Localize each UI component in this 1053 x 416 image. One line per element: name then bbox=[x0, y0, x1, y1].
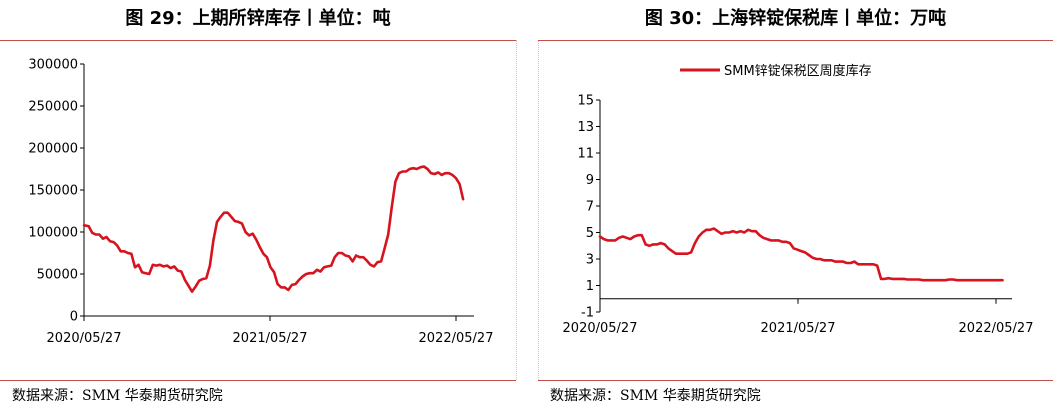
y-tick-label: 7 bbox=[586, 200, 594, 215]
x-tick-label: 2022/05/27 bbox=[419, 331, 494, 346]
right-chart-panel: 图 30：上海锌锭保税库丨单位：万吨 -1 1 3 5 7 9 11 13 15 2020/05/… bbox=[538, 0, 1053, 416]
right-title-divider bbox=[538, 40, 1053, 41]
left-chart-title: 图 29：上期所锌库存丨单位：吨 bbox=[125, 8, 391, 29]
y-tick-label: 300000 bbox=[28, 58, 78, 73]
y-tick-label: 50000 bbox=[37, 268, 78, 283]
y-tick-label: -1 bbox=[581, 306, 594, 321]
x-tick-label: 2021/05/27 bbox=[761, 321, 836, 336]
y-tick-label: 15 bbox=[577, 94, 594, 109]
y-tick-label: 200000 bbox=[28, 142, 78, 157]
y-tick-label: 100000 bbox=[28, 226, 78, 241]
y-tick-label: 150000 bbox=[28, 184, 78, 199]
y-tick-label: 3 bbox=[586, 253, 594, 268]
y-tick-label: 11 bbox=[577, 147, 594, 162]
legend-label: SMM锌锭保税区周度库存 bbox=[724, 63, 872, 79]
x-tick-label: 2020/05/27 bbox=[563, 321, 638, 336]
left-source-divider bbox=[0, 380, 516, 381]
left-source-note: 数据来源：SMM 华泰期货研究院 bbox=[12, 388, 223, 404]
y-tick-label: 13 bbox=[577, 120, 594, 135]
series-line bbox=[82, 165, 465, 293]
left-title-divider bbox=[0, 40, 516, 41]
y-tick-label: 5 bbox=[586, 226, 594, 241]
series-line bbox=[598, 227, 1004, 282]
right-panel-border bbox=[538, 40, 539, 380]
x-tick-label: 2020/05/27 bbox=[47, 331, 122, 346]
left-panel-border bbox=[516, 40, 517, 380]
left-chart-panel: 图 29：上期所锌库存丨单位：吨 0 50000 100000 150000 20000… bbox=[0, 0, 516, 416]
x-tick-label: 2021/05/27 bbox=[233, 331, 308, 346]
right-source-divider bbox=[538, 380, 1053, 381]
y-tick-label: 1 bbox=[586, 279, 594, 294]
y-tick-label: 0 bbox=[70, 310, 78, 325]
left-inventory-chart: 0 50000 100000 150000 200000 250000 300000 2020… bbox=[28, 58, 494, 347]
right-source-note: 数据来源：SMM 华泰期货研究院 bbox=[550, 388, 761, 404]
right-chart-title: 图 30：上海锌锭保税库丨单位：万吨 bbox=[644, 8, 947, 29]
y-tick-label: 250000 bbox=[28, 100, 78, 115]
y-tick-label: 9 bbox=[586, 173, 594, 188]
chart-legend: SMM锌锭保税区周度库存 bbox=[680, 63, 872, 79]
x-tick-label: 2022/05/27 bbox=[959, 321, 1034, 336]
